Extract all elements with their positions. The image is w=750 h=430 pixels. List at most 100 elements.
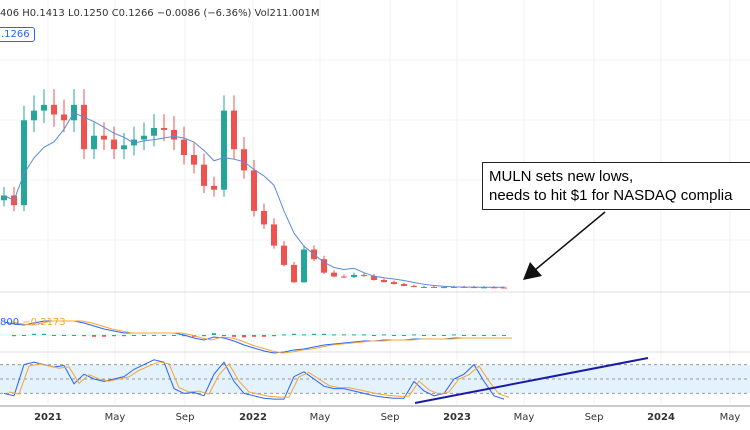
x-tick-label: Sep [380,412,400,423]
candle [201,164,207,186]
macd-histogram-bar [392,335,396,336]
macd-histogram-bar [102,335,106,337]
candle [321,259,327,273]
macd-histogram-bar [282,334,286,336]
arrow-line [534,211,606,271]
candle [351,274,357,278]
macd-histogram-bar [442,335,446,336]
macd-histogram-bar [492,335,496,336]
candle [81,104,87,150]
candle [411,285,417,287]
macd-legend: 800 −0.2173 [0,317,66,328]
candle [231,110,237,150]
macd-histogram-bar [482,335,486,336]
candle [121,145,127,150]
stoch-d-line [8,361,510,398]
x-tick-label: May [309,412,331,423]
moving-average-line [3,111,505,288]
macd-histogram-bar [362,334,366,336]
candle [101,135,107,140]
last-price-tag: .1266 [0,27,35,42]
ohlc-readout: 406 H0.1413 L0.1250 C0.1266 −0.0086 (−6.… [0,8,320,19]
macd-histogram-bar [172,335,176,336]
arrow-head-icon [523,262,542,280]
annotation-box: MULN sets new lows, needs to hit $1 for N… [482,162,750,210]
candle [301,249,307,283]
signal-value: −0.2173 [22,317,66,328]
candle [251,170,257,211]
x-tick-label: 2022 [239,412,267,423]
macd-histogram-bar [272,335,276,337]
macd-histogram-bar [242,335,246,338]
macd-histogram-bar [432,335,436,336]
candle [371,275,377,280]
macd-histogram-bar [412,334,416,336]
candle [151,128,157,136]
annotation-line-1: MULN sets new lows, [489,168,634,185]
macd-histogram-bar [52,335,56,336]
macd-histogram-bar [462,335,466,336]
candle [431,286,437,288]
macd-histogram-bar [152,335,156,336]
candle [161,128,167,130]
macd-histogram-bar [502,335,506,336]
candle [1,195,7,201]
candle [21,120,27,206]
x-tick-label: Sep [584,412,604,423]
candle [111,139,117,150]
macd-histogram-bar [212,333,216,335]
x-tick-label: May [719,412,741,423]
macd-histogram-bar [122,335,126,337]
candle [91,135,97,150]
candle [51,104,57,115]
candle [181,139,187,155]
macd-histogram-bar [252,335,256,337]
macd-histogram-bar [352,334,356,336]
macd-histogram-bar [382,334,386,336]
macd-histogram-bar [42,333,46,335]
macd-value: 800 [0,317,20,328]
macd-histogram-bar [182,335,186,337]
candle [281,245,287,265]
candle [361,274,367,276]
macd-histogram-bar [22,335,26,336]
macd-histogram-bar [32,333,36,335]
candle [341,276,347,278]
x-tick-label: 2024 [647,412,675,423]
candle [141,135,147,140]
macd-histogram-bar [72,335,76,336]
candle [481,287,487,289]
macd-histogram-bar [452,334,456,336]
candle [391,282,397,285]
macd-histogram-bar [92,335,96,337]
candle [381,279,387,283]
x-tick-label: 2021 [34,412,62,423]
candle [271,224,277,246]
candle [131,139,137,146]
candle [401,284,407,286]
macd-line [3,320,504,354]
x-tick-label: May [104,412,126,423]
macd-histogram-bar [232,335,236,337]
macd-histogram-bar [322,333,326,335]
candle [191,155,197,165]
candle [241,149,247,171]
signal-line [11,320,512,354]
candle [451,286,457,288]
macd-histogram-bar [472,335,476,336]
annotation-line-2: needs to hit $1 for NASDAQ complia [489,187,733,204]
candle [31,110,37,121]
macd-histogram-bar [142,335,146,336]
macd-histogram-bar [62,335,66,336]
macd-histogram-bar [422,335,426,336]
macd-histogram-bar [112,335,116,337]
macd-histogram-bar [262,335,266,337]
x-tick-label: Sep [175,412,195,423]
x-tick-label: 2023 [443,412,471,423]
macd-histogram-bar [402,335,406,336]
macd-histogram-bar [292,333,296,335]
candle [501,287,507,289]
candle [441,287,447,289]
macd-histogram-bar [302,334,306,336]
